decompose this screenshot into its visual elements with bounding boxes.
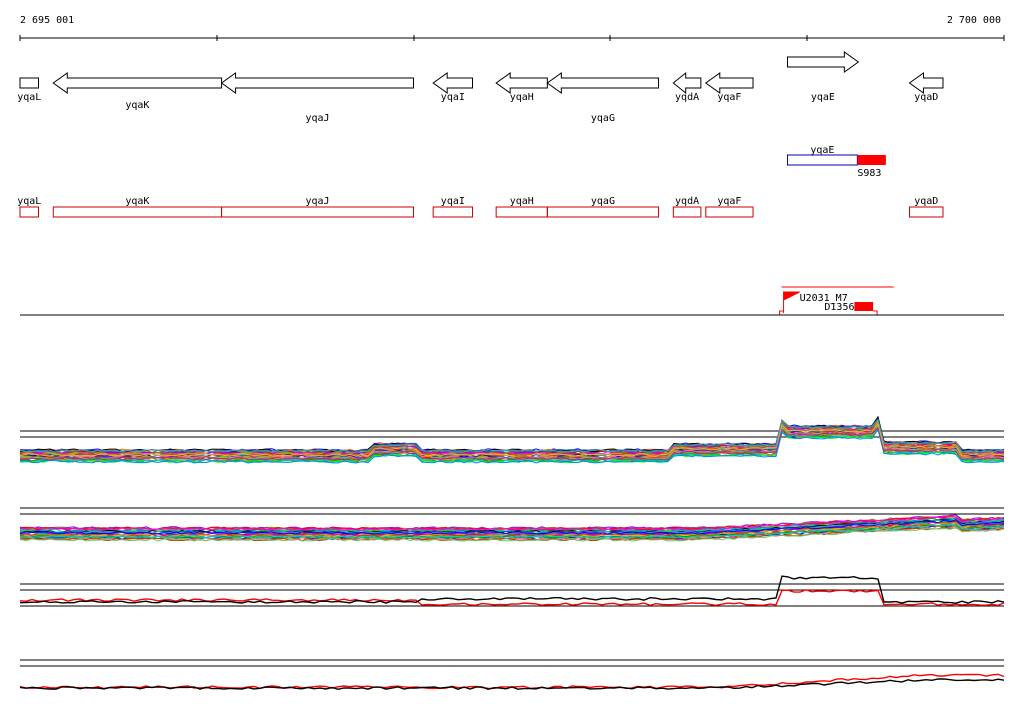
upshift-track: U2031_M7 D1356	[779, 286, 894, 315]
transcript-end-marker-label: S983	[857, 168, 881, 179]
expression-panel-2	[19, 507, 1005, 542]
cds-label-yqaF: yqaF	[717, 196, 741, 207]
profile-line	[19, 418, 1005, 453]
cds-label-yqdA: yqdA	[675, 196, 699, 207]
gene-label-yqdA: yqdA	[675, 92, 699, 103]
cds-box-yqaG[interactable]	[546, 206, 660, 218]
profile-line	[19, 589, 1005, 607]
gene-arrow-yqaI[interactable]	[432, 72, 474, 94]
cds-label-yqaI: yqaI	[441, 196, 465, 207]
cds-label-yqaH: yqaH	[510, 196, 534, 207]
panel-2-profile-lines	[19, 514, 1005, 542]
gene-arrow-yqaE[interactable]	[786, 51, 860, 73]
gene-arrow-yqaG[interactable]	[546, 72, 660, 94]
cds-box-yqaD[interactable]	[909, 206, 944, 218]
transcript-box[interactable]	[786, 154, 858, 166]
profile-line	[19, 515, 1004, 531]
gene-arrow-yqaH[interactable]	[495, 72, 548, 94]
expression-panel-4	[19, 659, 1005, 691]
upshift-bracket	[779, 310, 878, 315]
gene-label-yqaG: yqaG	[591, 113, 615, 124]
profile-line	[20, 426, 1005, 461]
transcript-label[interactable]: yqaE	[810, 145, 834, 156]
cds-label-yqaD: yqaD	[914, 196, 938, 207]
gene-arrow-yqaF[interactable]	[704, 72, 754, 94]
upstream-flag-icon[interactable]	[783, 291, 800, 313]
profile-line	[19, 428, 1005, 464]
profile-line	[19, 526, 1005, 542]
ruler-start-label: 2 695 001	[20, 15, 74, 26]
gene-arrow-yqaJ[interactable]	[220, 72, 414, 94]
expression-panel-1	[19, 415, 1005, 464]
downstream-label: D1356	[824, 302, 854, 313]
transcript-end-marker[interactable]	[857, 155, 886, 165]
ruler-end-label: 2 700 000	[947, 15, 1001, 26]
panel-4-profile-lines	[19, 673, 1005, 691]
gene-label-yqaI: yqaI	[441, 92, 465, 103]
gene-label-yqaF: yqaF	[717, 92, 741, 103]
cds-label-yqaK: yqaK	[125, 196, 149, 207]
cds-box-yqaL[interactable]	[19, 206, 40, 218]
cds-label-yqaL: yqaL	[17, 196, 41, 207]
gene-arrow-yqaD[interactable]	[908, 72, 944, 94]
gene-label-yqaD: yqaD	[914, 92, 938, 103]
profile-line	[19, 523, 1005, 539]
gene-arrow-yqdA[interactable]	[672, 71, 702, 95]
gene-label-yqaJ: yqaJ	[305, 113, 329, 124]
downstream-marker[interactable]	[854, 302, 874, 311]
cds-label-yqaG: yqaG	[591, 196, 615, 207]
transcript-track: yqaE S983	[786, 145, 886, 179]
gene-arrow-track: yqaL yqaK yqaJ yqaI yqaH yqaG yqdA yqaF yqaE yqaD	[17, 51, 944, 124]
gene-label-yqaH: yqaH	[510, 92, 534, 103]
coordinate-ruler: 2 695 001 2 700 000	[19, 15, 1005, 41]
cds-box-yqdA[interactable]	[672, 206, 702, 218]
profile-line	[19, 422, 1005, 457]
expression-panel-3	[19, 575, 1005, 607]
cds-box-yqaF[interactable]	[705, 206, 754, 218]
cds-label-yqaJ: yqaJ	[305, 196, 329, 207]
cds-box-yqaH[interactable]	[495, 206, 548, 218]
cds-box-yqaJ[interactable]	[221, 206, 414, 218]
profile-line	[19, 575, 1005, 604]
gene-label-yqaL: yqaL	[17, 92, 41, 103]
gene-label-yqaK: yqaK	[125, 100, 149, 111]
gene-label-yqaE: yqaE	[811, 92, 835, 103]
profile-line	[19, 678, 1005, 691]
profile-line	[19, 519, 1005, 535]
panel-1-profile-lines	[19, 415, 1005, 464]
cds-box-track: yqaL yqaK yqaJ yqaI yqaH yqaG yqdA yqaF yqaD	[17, 196, 944, 218]
upstream-label: U2031_M7	[800, 293, 848, 304]
panel-3-profile-lines	[19, 575, 1005, 607]
gene-arrow-yqaK[interactable]	[52, 72, 223, 94]
gene-arrow-yqaL[interactable]	[19, 77, 40, 89]
cds-box-yqaK[interactable]	[52, 206, 223, 218]
profile-line	[19, 526, 1005, 542]
cds-box-yqaI[interactable]	[432, 206, 474, 218]
profile-line	[19, 419, 1005, 456]
